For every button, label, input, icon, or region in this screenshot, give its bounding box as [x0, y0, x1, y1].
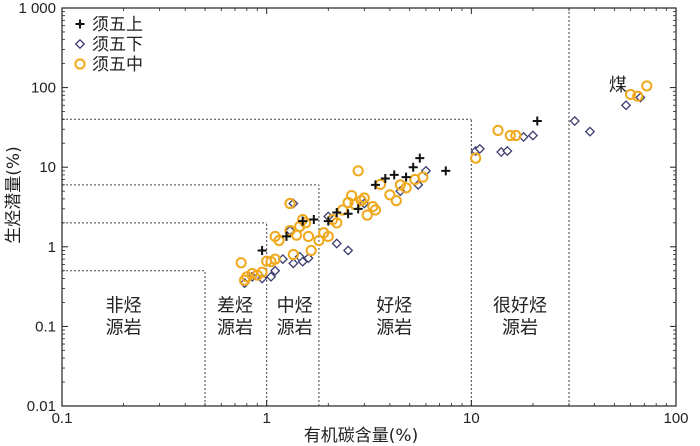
- data-point-circle: [355, 195, 367, 207]
- region-label-5: 煤: [609, 75, 627, 96]
- data-point-diamond: [502, 145, 513, 157]
- data-point-plus: [257, 245, 267, 255]
- x-tick-label: 100: [663, 410, 688, 427]
- data-point-circle: [641, 80, 653, 92]
- data-point-diamond: [584, 126, 596, 137]
- data-point-plus: [370, 180, 380, 190]
- data-point-plus: [380, 174, 390, 184]
- y-tick-label: 1: [48, 239, 56, 256]
- legend-label: 须五中: [92, 55, 143, 75]
- data-point-diamond: [288, 258, 299, 269]
- data-point-circle: [369, 204, 382, 216]
- y-tick-label: 100: [31, 80, 56, 97]
- data-point-plus: [441, 166, 451, 176]
- data-point-plus: [309, 215, 319, 225]
- legend-marker-diamond: [74, 38, 86, 50]
- data-point-diamond: [569, 115, 580, 127]
- legend-label: 须五下: [92, 35, 143, 55]
- y-tick-label: 0.1: [35, 318, 56, 335]
- data-point-plus: [298, 216, 308, 226]
- data-point-circle: [358, 192, 370, 204]
- region-label-2: 中烃: [277, 295, 313, 316]
- data-point-diamond: [303, 253, 314, 264]
- data-point-circle: [300, 217, 312, 229]
- data-point-diamond: [474, 143, 485, 154]
- region-label-3: 源岩: [376, 317, 412, 338]
- data-point-circle: [313, 234, 325, 247]
- legend-marker-plus: [75, 19, 85, 29]
- y-tick-label: 1 000: [18, 0, 56, 17]
- y-axis-title: 生烃潜量(%): [4, 146, 24, 243]
- y-tick-label: 10: [39, 159, 56, 176]
- data-point-circle: [400, 182, 412, 194]
- region-label-0: 非烃: [106, 295, 142, 316]
- data-point-circle: [284, 197, 296, 210]
- data-point-diamond: [265, 271, 277, 282]
- data-point-circle: [492, 124, 504, 136]
- data-point-plus: [401, 172, 411, 182]
- data-point-circle: [269, 253, 281, 265]
- data-point-circle: [287, 248, 299, 261]
- data-point-circle: [302, 230, 315, 243]
- data-point-plus: [282, 231, 292, 241]
- x-axis-title: 有机碳含量(%): [304, 426, 418, 446]
- data-point-circle: [305, 244, 317, 257]
- plot-frame: [61, 7, 677, 407]
- data-point-circle: [352, 165, 364, 177]
- x-tick-label: 1: [262, 410, 270, 427]
- data-point-plus: [323, 216, 333, 226]
- data-point-circle: [322, 230, 334, 243]
- data-point-plus: [408, 162, 418, 172]
- data-point-circle: [510, 129, 522, 142]
- data-point-circle: [394, 179, 406, 191]
- y-tick-label: 0.01: [27, 398, 56, 415]
- region-label-1: 差烃: [217, 295, 253, 316]
- data-point-circle: [470, 152, 482, 164]
- data-point-circle: [504, 129, 516, 142]
- data-point-plus: [415, 153, 425, 163]
- region-label-4: 源岩: [502, 317, 538, 338]
- data-point-plus: [353, 204, 363, 214]
- region-label-4: 很好烃: [493, 295, 547, 316]
- region-label-2: 源岩: [277, 317, 313, 338]
- data-point-circle: [235, 257, 247, 269]
- region-label-1: 源岩: [217, 317, 253, 338]
- data-point-circle: [390, 195, 402, 207]
- legend-marker-circle: [74, 58, 86, 70]
- data-point-circle: [331, 217, 343, 229]
- data-point-circle: [624, 88, 637, 101]
- region-label-3: 好烃: [376, 295, 412, 316]
- data-point-plus: [389, 170, 399, 180]
- data-point-circle: [417, 171, 429, 183]
- data-point-diamond: [270, 265, 281, 276]
- data-point-circle: [384, 189, 396, 201]
- data-point-plus: [343, 209, 353, 219]
- data-point-plus: [332, 207, 342, 217]
- data-point-diamond: [527, 130, 539, 141]
- region-label-0: 源岩: [106, 317, 142, 338]
- data-point-circle: [273, 234, 285, 247]
- x-tick-label: 0.1: [52, 410, 73, 427]
- data-point-plus: [532, 116, 542, 126]
- data-point-diamond: [331, 238, 342, 249]
- data-point-diamond: [342, 245, 354, 256]
- data-point-circle: [361, 209, 373, 221]
- legend-label: 须五上: [92, 15, 143, 35]
- data-point-circle: [632, 90, 644, 102]
- data-point-circle: [256, 266, 268, 278]
- data-point-diamond: [620, 100, 632, 111]
- x-tick-label: 10: [463, 410, 480, 427]
